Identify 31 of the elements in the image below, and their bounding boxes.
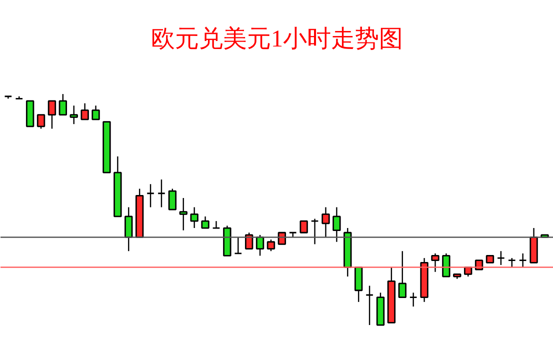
candlestick	[92, 105, 100, 120]
candlestick	[518, 252, 527, 268]
candlestick	[300, 220, 308, 234]
candlestick	[58, 93, 68, 116]
candlestick	[201, 216, 210, 229]
candlestick	[310, 218, 319, 245]
candlestick	[398, 250, 406, 298]
candlestick	[508, 257, 516, 268]
candlestick	[234, 236, 242, 254]
candlestick	[146, 184, 155, 208]
candlestick	[442, 252, 450, 278]
candlestick	[80, 102, 89, 120]
candlestick	[157, 178, 166, 208]
candlestick	[244, 232, 254, 250]
candlestick	[365, 285, 374, 326]
candlestick	[266, 238, 276, 252]
candlestick	[354, 266, 363, 303]
candlestick	[124, 206, 133, 252]
candlestick	[431, 252, 440, 272]
candlestick	[190, 206, 198, 229]
candlestick	[332, 206, 341, 242]
candlestick	[48, 100, 56, 130]
candlestick	[168, 188, 177, 210]
candlestick	[179, 197, 188, 231]
candlestick	[212, 220, 220, 229]
candlestick	[36, 114, 46, 130]
candlestick	[409, 292, 418, 308]
chart-title: 欧元兑美元1小时走势图	[151, 26, 403, 52]
candlestick	[322, 206, 330, 238]
candlestick	[70, 105, 78, 125]
candlestick	[496, 250, 506, 266]
